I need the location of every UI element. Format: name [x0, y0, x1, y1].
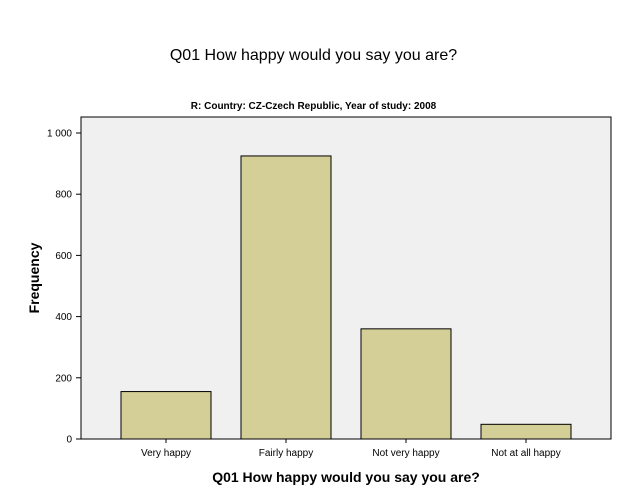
chart-subtitle: R: Country: CZ-Czech Republic, Year of s… — [190, 101, 437, 112]
y-axis-title: Frequency — [26, 242, 42, 313]
bar-very-happy — [120, 391, 212, 440]
x-tick-label: Very happy — [141, 448, 191, 459]
bar-fairly-happy — [240, 155, 332, 440]
chart-title: Q01 How happy would you say you are? — [169, 47, 458, 64]
plot-area — [80, 116, 612, 440]
x-tick-label: Not very happy — [372, 448, 439, 459]
x-tick-label: Not at all happy — [491, 448, 561, 459]
bar-not-very-happy — [360, 328, 452, 440]
y-tick-label: 200 — [55, 373, 72, 384]
x-tick-label: Fairly happy — [259, 448, 313, 459]
bar-not-at-all-happy — [480, 423, 572, 440]
y-tick-label: 1 000 — [47, 129, 72, 140]
y-tick-label: 800 — [55, 190, 72, 201]
y-tick-label: 600 — [55, 251, 72, 262]
y-tick-label: 0 — [66, 435, 72, 446]
y-tick-label: 400 — [55, 312, 72, 323]
x-axis-title: Q01 How happy would you say you are? — [212, 469, 480, 485]
